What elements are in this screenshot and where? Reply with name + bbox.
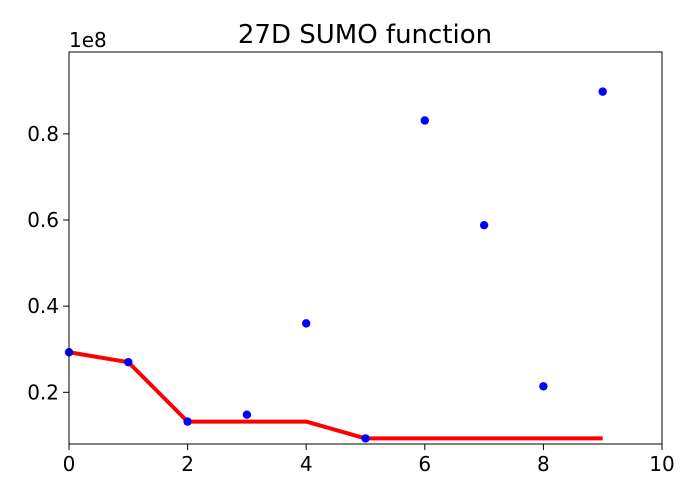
scatter-point [183, 417, 192, 426]
scatter-point [539, 382, 548, 391]
x-tick-label: 8 [537, 452, 550, 476]
x-tick-label: 10 [649, 452, 674, 476]
x-tick-label: 0 [63, 452, 76, 476]
best-so-far-line [68, 350, 603, 441]
axis-ticks: 0 2 4 6 8 10 0.2 0.4 0.6 0.8 [27, 122, 675, 476]
x-tick-label: 6 [418, 452, 431, 476]
scatter-point [124, 357, 133, 367]
scatter-point [302, 319, 311, 328]
scatter-point [479, 220, 489, 230]
plot-frame [68, 51, 663, 445]
x-tick-label: 2 [181, 452, 194, 476]
scatter-point [361, 434, 370, 443]
chart-title: 27D SUMO function [238, 20, 492, 50]
plot-series [64, 87, 607, 443]
scatter-point [420, 116, 429, 125]
y-offset-label: 1e8 [69, 28, 107, 52]
scatter-point [242, 410, 252, 419]
y-tick-label: 0.2 [27, 380, 59, 404]
scatter-point [598, 87, 607, 96]
y-tick-label: 0.8 [27, 122, 59, 146]
y-tick-label: 0.4 [27, 294, 59, 318]
y-tick-label: 0.6 [27, 208, 59, 232]
x-tick-label: 4 [300, 452, 313, 476]
